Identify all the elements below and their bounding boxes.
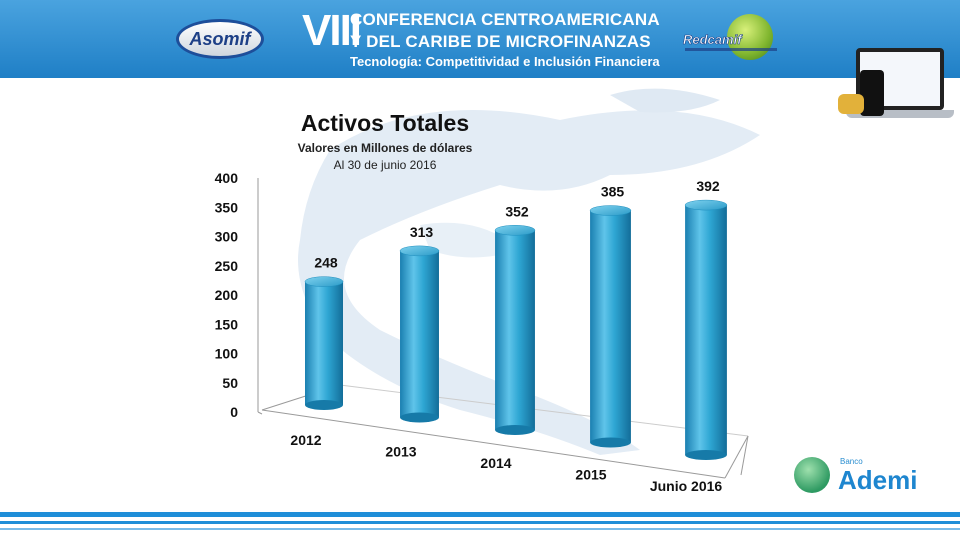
bar-data-label: 313	[410, 224, 434, 240]
banco-ademi-logo: Banco Ademi	[794, 455, 919, 497]
bar-body	[685, 205, 727, 455]
bar-base	[495, 425, 535, 435]
y-tick-label: 300	[215, 229, 239, 245]
globe-icon	[727, 14, 773, 60]
bar-cylinder	[684, 199, 728, 460]
bar-cylinder	[494, 225, 536, 435]
bar-data-label: 248	[314, 255, 338, 271]
x-tick-label: 2012	[290, 432, 321, 448]
floor-front-edge	[261, 409, 726, 479]
footer-stripe	[0, 512, 960, 517]
conference-theme: Tecnología: Competitividad e Inclusión F…	[350, 54, 660, 69]
bar-base	[400, 412, 439, 423]
x-tick-label: 2014	[480, 455, 511, 471]
y-tick-label: 400	[215, 170, 239, 186]
y-tick-label: 50	[222, 375, 238, 391]
asomif-logo-text: Asomif	[189, 28, 251, 49]
bar-data-label: 352	[505, 203, 529, 219]
redcamif-tagline	[685, 48, 777, 51]
asomif-logo: Asomif	[176, 19, 264, 59]
y-tick-label: 150	[215, 316, 239, 332]
footer-stripe-thin	[0, 521, 960, 524]
bar-data-label: 392	[696, 178, 720, 194]
y-axis-foot	[257, 411, 263, 415]
x-tick-label: 2013	[385, 444, 416, 460]
bar-top	[304, 276, 344, 287]
y-tick-label: 0	[230, 404, 238, 420]
chart-data-labels: 248 313 352 385 392	[314, 178, 720, 271]
laptop-base-icon	[846, 110, 954, 118]
x-tick-label: 2015	[575, 467, 606, 483]
laptop-phone-illustration	[838, 48, 954, 126]
floor-corner	[740, 435, 749, 476]
conference-header: Asomif VIII CONFERENCIA CENTROAMERICANA …	[0, 0, 960, 78]
chart-date-subtitle: Al 30 de junio 2016	[333, 158, 437, 172]
ademi-name-text: Ademi	[838, 465, 918, 495]
bar-body	[305, 281, 343, 405]
chart-subtitle: Valores en Millones de dólares	[297, 141, 473, 155]
bar-data-label: 385	[601, 184, 625, 200]
floor-right-edge	[724, 435, 749, 479]
chart-title: Activos Totales	[300, 110, 470, 136]
redcamif-logo-text: Redcamif	[683, 32, 742, 48]
bar-base	[685, 450, 727, 460]
footer-stripe-thinnest	[0, 528, 960, 530]
chart-bars	[304, 199, 728, 460]
bar-body	[400, 250, 439, 418]
bar-top	[589, 205, 632, 216]
phone-icon	[860, 70, 884, 116]
chart-x-ticks: 2012 2013 2014 2015 Junio 2016	[290, 432, 722, 494]
ademi-banco-text: Banco	[840, 457, 863, 466]
bar-top	[494, 225, 536, 236]
chart-y-ticks: 0 50 100 150 200 250 300 350 400	[215, 170, 239, 420]
conference-title-line2: Y DEL CARIBE DE MICROFINANZAS	[350, 32, 651, 51]
bar-cylinder	[304, 276, 344, 410]
bar-base	[305, 400, 343, 410]
bar-cylinder	[589, 205, 632, 448]
coins-icon	[838, 94, 864, 114]
y-tick-label: 250	[215, 258, 239, 274]
conference-title-line1: CONFERENCIA CENTROAMERICANA	[350, 10, 660, 29]
conference-edition-numeral: VIII	[302, 6, 362, 55]
bar-top	[399, 245, 440, 257]
bar-top	[684, 199, 728, 211]
bar-base	[590, 437, 631, 448]
bar-cylinder	[399, 245, 440, 423]
y-tick-label: 100	[215, 346, 239, 362]
bar-body	[590, 210, 631, 443]
chart-axes	[257, 178, 263, 415]
redcamif-logo: Redcamif	[683, 14, 785, 66]
y-tick-label: 200	[215, 287, 239, 303]
x-tick-label: Junio 2016	[650, 478, 723, 494]
bar-body	[495, 230, 535, 430]
ademi-mark-icon	[794, 457, 830, 493]
y-tick-label: 350	[215, 199, 239, 215]
